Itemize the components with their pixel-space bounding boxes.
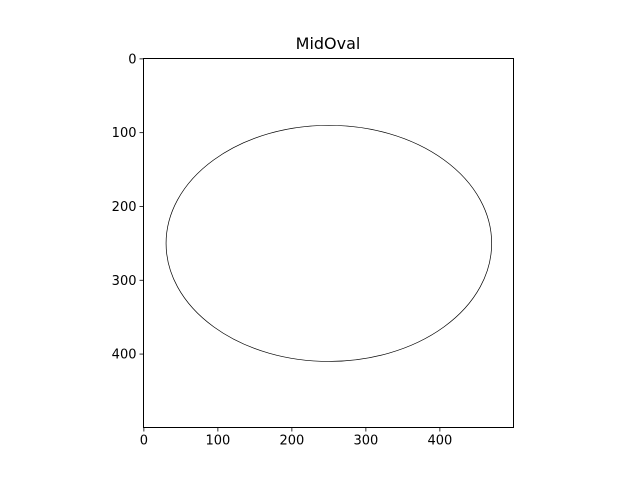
- x-tick-label: 100: [205, 434, 230, 449]
- chart-title: MidOval: [296, 34, 361, 53]
- y-tick-label: 0: [128, 52, 136, 67]
- plot-area: [143, 58, 514, 428]
- x-axis: 0 100 200 300 400: [140, 427, 452, 449]
- oval-shape: [165, 124, 493, 362]
- y-tick-label: 200: [112, 200, 137, 215]
- x-tick-label: 0: [140, 434, 148, 449]
- plot-frame: [143, 58, 514, 428]
- x-tick-label: 400: [427, 434, 452, 449]
- y-axis: 0 100 200 300 400: [112, 52, 144, 363]
- marks-layer: [165, 124, 493, 362]
- y-tick-label: 100: [112, 126, 137, 141]
- y-tick-label: 400: [112, 348, 137, 363]
- x-tick-label: 200: [279, 434, 304, 449]
- x-tick-label: 300: [353, 434, 378, 449]
- y-tick-label: 300: [112, 274, 137, 289]
